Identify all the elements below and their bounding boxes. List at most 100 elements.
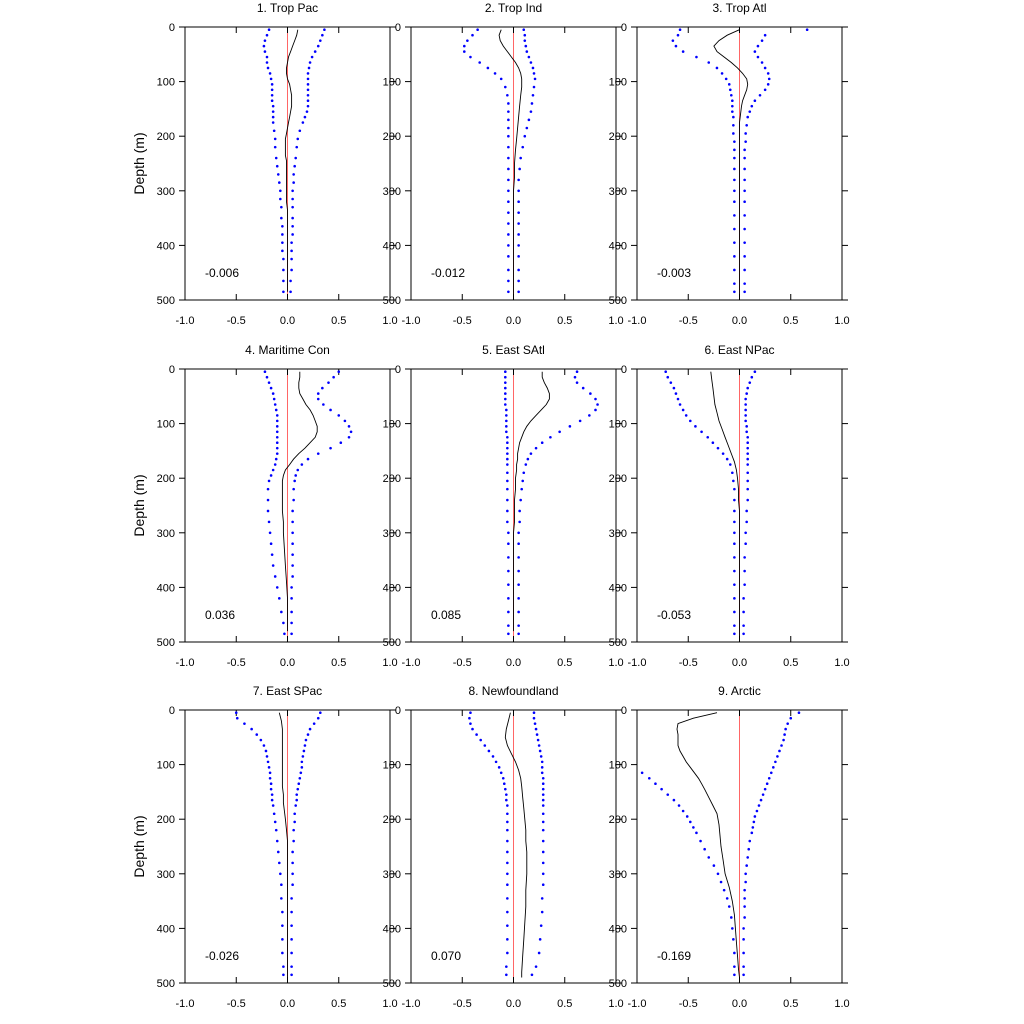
- ci-lower-dot: [271, 104, 275, 108]
- ci-upper-dot: [306, 457, 310, 461]
- ci-upper-dot: [292, 498, 295, 502]
- ci-upper-dot: [518, 167, 521, 171]
- ci-lower-dot: [486, 66, 490, 70]
- ci-upper-dot: [742, 938, 745, 941]
- ci-lower-dot: [727, 83, 731, 86]
- ci-lower-dot: [692, 826, 695, 829]
- ci-upper-dot: [347, 425, 351, 428]
- ci-lower-dot: [478, 61, 481, 64]
- ci-lower-dot: [703, 847, 706, 851]
- y-tick-label: 400: [383, 582, 401, 594]
- ci-lower-dot: [505, 408, 508, 412]
- ci-lower-dot: [694, 425, 697, 428]
- ci-upper-dot: [541, 850, 545, 854]
- ci-upper-dot: [299, 771, 303, 775]
- ci-upper-dot: [529, 110, 533, 113]
- panel-5: 5. East SAtl -1.0 -0.5 0.0 0.5 1.0 0 100 200 300 4…: [383, 343, 624, 669]
- ci-upper-dot: [316, 392, 320, 395]
- ci-lower-dot: [483, 744, 487, 747]
- ci-upper-dot: [295, 793, 299, 796]
- ci-lower-dot: [268, 776, 272, 780]
- ci-upper-dot: [291, 531, 294, 535]
- ci-lower-dot: [507, 255, 510, 258]
- ci-upper-dot: [329, 446, 332, 450]
- ci-lower-dot: [471, 33, 474, 37]
- ci-lower-dot: [681, 809, 685, 813]
- ci-lower-dot: [733, 597, 736, 600]
- ci-lower-dot: [733, 148, 736, 152]
- ci-upper-dot: [596, 403, 599, 406]
- ci-lower-dot: [506, 897, 509, 900]
- ci-lower-dot: [271, 392, 275, 395]
- ci-upper-dot: [323, 28, 326, 32]
- ci-upper-dot: [589, 392, 592, 395]
- ci-lower-dot: [281, 249, 284, 253]
- ci-upper-dot: [347, 435, 351, 439]
- ci-lower-dot: [671, 39, 675, 42]
- ci-lower-dot: [268, 72, 272, 75]
- ci-upper-dot: [575, 370, 579, 374]
- y-tick-label: 100: [157, 760, 175, 772]
- ci-lower-dot: [506, 812, 509, 816]
- ci-upper-dot: [575, 381, 579, 384]
- ci-lower-dot: [463, 50, 466, 53]
- ci-lower-dot: [733, 583, 736, 586]
- ci-lower-dot: [276, 850, 280, 854]
- ci-lower-dot: [507, 290, 510, 294]
- ci-lower-dot: [499, 77, 503, 81]
- ci-lower-dot: [733, 951, 736, 955]
- mean-profile-line: [710, 371, 740, 637]
- ci-lower-dot: [505, 419, 508, 423]
- ci-upper-dot: [290, 965, 293, 968]
- y-tick-label: 200: [383, 814, 401, 826]
- ci-lower-dot: [507, 126, 510, 130]
- x-tick-label: 1.0: [382, 998, 397, 1010]
- x-tick-label: -1.0: [402, 315, 421, 327]
- ci-lower-dot: [733, 255, 736, 258]
- ci-lower-dot: [282, 621, 285, 625]
- ci-upper-dot: [306, 93, 310, 97]
- ci-upper-dot: [797, 711, 801, 715]
- ci-upper-dot: [743, 916, 746, 919]
- ci-lower-dot: [506, 479, 509, 483]
- ci-upper-dot: [290, 924, 293, 927]
- ci-lower-dot: [506, 938, 509, 941]
- ci-lower-dot: [664, 370, 667, 374]
- ci-upper-dot: [750, 104, 754, 108]
- ci-upper-dot: [316, 716, 320, 720]
- ci-upper-dot: [746, 457, 749, 461]
- panel-value-label: 0.036: [205, 608, 235, 622]
- ci-lower-dot: [505, 965, 508, 968]
- ci-upper-dot: [533, 77, 537, 81]
- ci-lower-dot: [270, 88, 274, 92]
- ci-lower-dot: [721, 452, 725, 455]
- ci-lower-dot: [259, 738, 263, 742]
- ci-lower-dot: [678, 403, 682, 406]
- ci-upper-dot: [537, 744, 541, 747]
- ci-lower-dot: [266, 487, 270, 491]
- ci-lower-dot: [282, 268, 285, 272]
- y-tick-label: 500: [383, 295, 401, 307]
- ci-lower-dot: [275, 425, 279, 428]
- ci-lower-dot: [466, 39, 469, 42]
- ci-lower-dot: [728, 88, 732, 92]
- ci-lower-dot: [733, 509, 736, 513]
- ci-upper-dot: [540, 897, 544, 900]
- ci-upper-dot: [742, 632, 745, 636]
- ci-upper-dot: [743, 227, 746, 231]
- y-tick-label: 200: [609, 814, 627, 826]
- ci-upper-dot: [536, 738, 540, 742]
- ci-lower-dot: [731, 110, 734, 113]
- ci-lower-dot: [275, 414, 279, 417]
- ci-lower-dot: [505, 414, 508, 417]
- ci-lower-dot: [281, 224, 284, 228]
- ci-lower-dot: [269, 77, 273, 81]
- x-tick-label: 1.0: [834, 657, 849, 669]
- panel-title: 8. Newfoundland: [468, 684, 558, 698]
- ci-lower-dot: [507, 556, 510, 559]
- x-tick-label: 0.5: [557, 315, 572, 327]
- ci-upper-dot: [300, 766, 304, 769]
- ci-lower-dot: [507, 279, 510, 283]
- ci-lower-dot: [267, 479, 271, 483]
- ci-upper-dot: [321, 33, 324, 37]
